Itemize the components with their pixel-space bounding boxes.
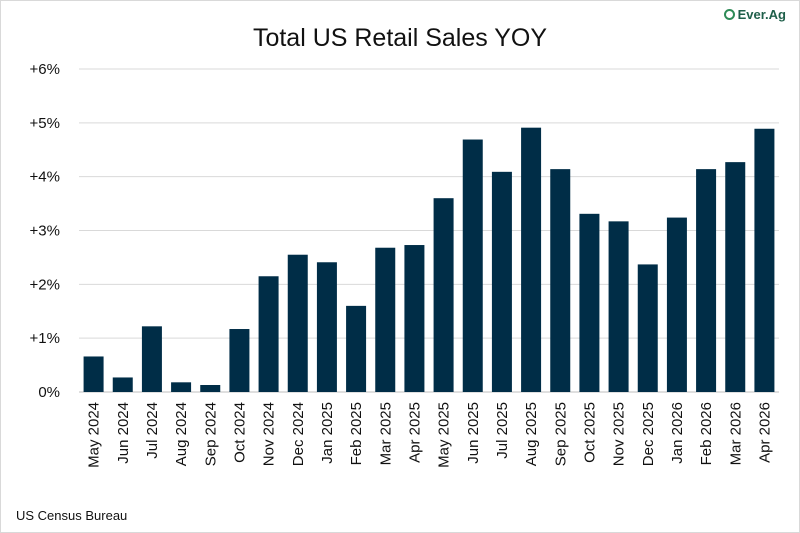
bar — [754, 128, 775, 392]
logo-text: Ever.Ag — [737, 7, 786, 22]
x-tick-label: Jan 2025 — [319, 402, 336, 464]
x-tick-label: Jul 2025 — [494, 402, 511, 459]
y-tick-label: +2% — [30, 276, 60, 293]
bar — [83, 356, 104, 392]
bar — [491, 171, 512, 392]
bar — [433, 198, 454, 392]
bar — [287, 254, 308, 392]
x-tick-label: May 2024 — [86, 402, 103, 468]
logo-mark-icon — [723, 9, 735, 20]
x-tick-label: Jan 2026 — [669, 402, 686, 464]
y-tick-label: +4% — [30, 169, 60, 186]
bar — [666, 217, 687, 392]
bar — [375, 247, 396, 392]
x-tick-label: Aug 2025 — [523, 402, 540, 466]
y-tick-label: +3% — [30, 223, 60, 240]
y-tick-label: +1% — [30, 330, 60, 347]
x-tick-label: Aug 2024 — [173, 402, 190, 466]
x-tick-label: Jul 2024 — [144, 402, 161, 459]
x-tick-label: Oct 2024 — [231, 402, 248, 463]
source-note: US Census Bureau — [16, 508, 128, 523]
bar — [404, 245, 425, 392]
y-tick-label: 0% — [38, 384, 60, 401]
x-tick-label: Apr 2026 — [756, 402, 773, 463]
bar — [521, 127, 542, 392]
bar — [112, 377, 133, 392]
bar — [346, 305, 367, 392]
x-tick-label: Nov 2025 — [611, 402, 628, 466]
bar — [696, 169, 717, 392]
x-tick-label: Sep 2024 — [202, 402, 219, 466]
chart-title: Total US Retail Sales YOY — [252, 24, 548, 52]
x-tick-label: Feb 2026 — [698, 402, 715, 465]
bar — [550, 169, 571, 392]
x-tick-label: Mar 2026 — [727, 402, 744, 465]
bar — [725, 162, 746, 392]
bar — [258, 276, 279, 392]
x-tick-label: Mar 2025 — [377, 402, 394, 465]
x-tick-label: Sep 2025 — [552, 402, 569, 466]
x-tick-label: May 2025 — [436, 402, 453, 468]
x-tick-label: Feb 2025 — [348, 402, 365, 465]
x-tick-label: Jun 2024 — [115, 402, 132, 464]
bar — [200, 385, 221, 392]
x-tick-label: Dec 2025 — [640, 402, 657, 466]
bar — [579, 213, 600, 392]
x-tick-label: Nov 2024 — [261, 402, 278, 466]
brand-logo: Ever.Ag — [723, 7, 786, 22]
bar — [462, 139, 483, 392]
x-tick-label: Jun 2025 — [465, 402, 482, 464]
x-tick-label: Dec 2024 — [290, 402, 307, 466]
bar — [637, 264, 658, 392]
bar — [229, 329, 250, 392]
bar — [608, 221, 629, 392]
x-tick-label: Apr 2025 — [406, 402, 423, 463]
y-tick-label: +6% — [30, 61, 60, 78]
bar — [141, 326, 162, 392]
y-tick-label: +5% — [30, 115, 60, 132]
bar — [171, 382, 192, 392]
bar — [316, 262, 337, 392]
x-tick-label: Oct 2025 — [581, 402, 598, 463]
